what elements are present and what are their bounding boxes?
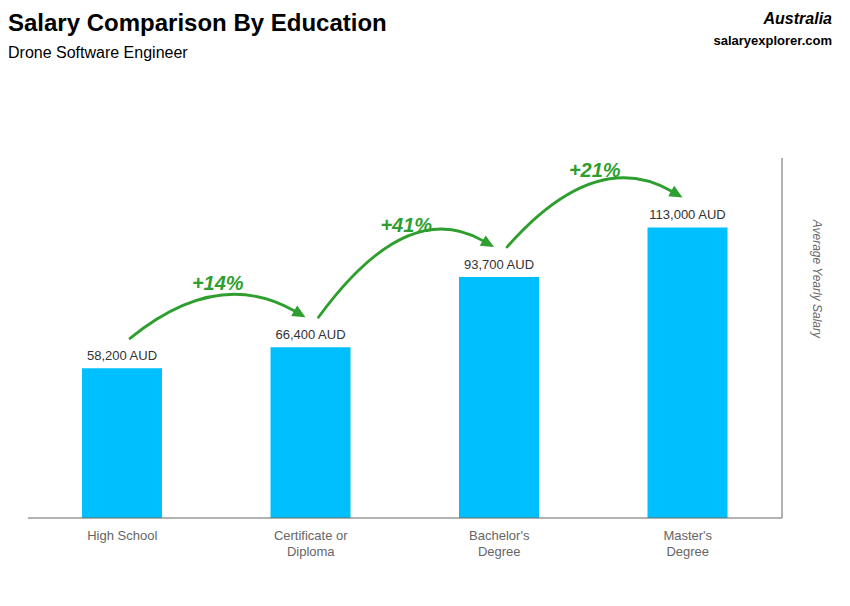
svg-text:+41%: +41% bbox=[380, 214, 432, 236]
html-text:Salary Comparison By Education: Salary Comparison By Education bbox=[8, 9, 387, 36]
svg-text:58,200 AUD: 58,200 AUD bbox=[87, 348, 157, 363]
svg-text:+21%: +21% bbox=[569, 159, 621, 181]
svg-text:Bachelor'sDegree: Bachelor'sDegree bbox=[469, 528, 530, 559]
svg-text:High School: High School bbox=[87, 528, 157, 543]
svg-text:Certificate orDiploma: Certificate orDiploma bbox=[274, 528, 348, 559]
svg-text:66,400 AUD: 66,400 AUD bbox=[275, 327, 345, 342]
svg-text:Master'sDegree: Master'sDegree bbox=[663, 528, 712, 559]
html-text:salaryexplorer.com: salaryexplorer.com bbox=[713, 33, 832, 48]
svg-text:113,000 AUD: 113,000 AUD bbox=[649, 207, 725, 222]
svg-text:93,700 AUD: 93,700 AUD bbox=[464, 257, 534, 272]
svg-text:Average Yearly Salary: Average Yearly Salary bbox=[810, 219, 824, 339]
svg-text:+14%: +14% bbox=[192, 272, 244, 294]
html-text:Drone Software Engineer: Drone Software Engineer bbox=[8, 44, 188, 61]
html-text:Australia: Australia bbox=[763, 10, 832, 27]
